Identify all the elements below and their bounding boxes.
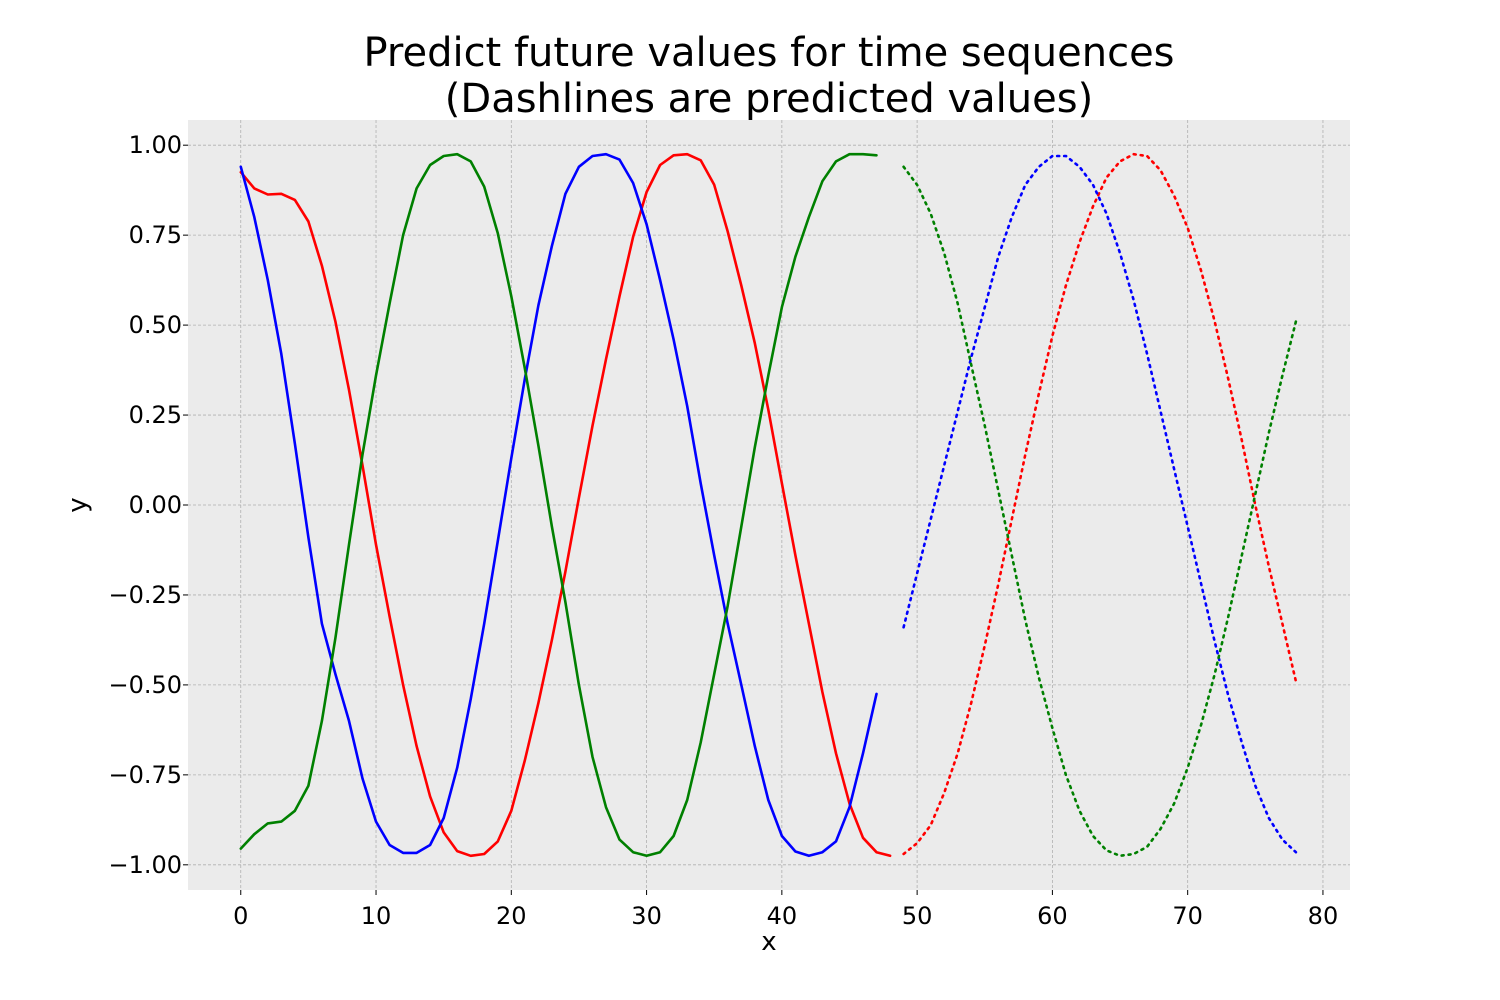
x-tick-label: 80 xyxy=(1308,902,1339,930)
x-tick-label: 60 xyxy=(1037,902,1068,930)
tick-layer: 0 10 20 30 40 50 60 70 80 1.00 0.75 0.50 0.25 0.00 −0.… xyxy=(108,131,1338,930)
x-tick-label: 70 xyxy=(1172,902,1203,930)
y-tick-label: 0.00 xyxy=(129,491,182,519)
y-tick-label: −0.50 xyxy=(108,671,182,699)
observed-line-series-1 xyxy=(239,152,892,858)
y-tick-label: 0.75 xyxy=(129,221,182,249)
x-tick-label: 20 xyxy=(496,902,527,930)
observed-line-series-3 xyxy=(239,152,878,858)
x-tick-label: 30 xyxy=(631,902,662,930)
y-tick-label: −0.25 xyxy=(108,581,182,609)
y-tick-label: 0.50 xyxy=(129,311,182,339)
chart-title-line-1: Predict future values for time sequences xyxy=(363,30,1174,76)
predicted-line-series-3 xyxy=(902,165,1298,858)
predicted-line-series-1 xyxy=(902,152,1298,856)
x-tick-label: 50 xyxy=(902,902,933,930)
series-layer xyxy=(239,152,1298,858)
y-tick-label: −1.00 xyxy=(108,851,182,879)
y-tick-label: 1.00 xyxy=(129,131,182,159)
x-tick-label: 0 xyxy=(233,902,248,930)
y-tick-label: −0.75 xyxy=(108,761,182,789)
y-axis-label: y xyxy=(63,497,93,512)
observed-line-series-2 xyxy=(239,152,878,858)
x-tick-label: 40 xyxy=(767,902,798,930)
x-axis-label: x xyxy=(761,927,776,957)
y-tick-label: 0.25 xyxy=(129,401,182,429)
predicted-line-series-2 xyxy=(902,154,1298,854)
chart-title-line-2: (Dashlines are predicted values) xyxy=(445,76,1093,122)
x-tick-label: 10 xyxy=(361,902,392,930)
